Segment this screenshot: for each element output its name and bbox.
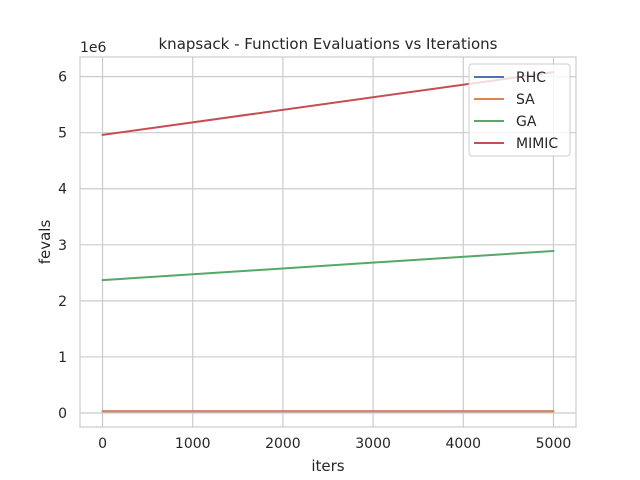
x-tick-label-3: 3000 xyxy=(355,436,391,452)
y-tick-label-6: 6 xyxy=(58,70,67,86)
y-tick-label-0: 0 xyxy=(58,406,67,422)
y-tick-label-1: 1 xyxy=(58,350,67,366)
y-tick-label-4: 4 xyxy=(58,182,67,198)
legend-label-sa: SA xyxy=(516,92,535,108)
y-tick-label-5: 5 xyxy=(58,126,67,142)
x-tick-labels: 0 1000 2000 3000 4000 5000 xyxy=(98,436,571,452)
x-tick-label-0: 0 xyxy=(98,436,107,452)
y-tick-labels: 0 1 2 3 4 5 6 xyxy=(58,70,67,422)
legend-box xyxy=(468,63,571,157)
x-axis-label: iters xyxy=(311,457,344,475)
plot-frame xyxy=(79,56,577,428)
chart-title: knapsack - Function Evaluations vs Itera… xyxy=(159,35,498,53)
series-line-ga xyxy=(101,249,555,282)
grid-lines xyxy=(80,57,576,427)
x-tick-label-4: 4000 xyxy=(445,436,481,452)
y-tick-label-3: 3 xyxy=(58,238,67,254)
legend-label-mimic: MIMIC xyxy=(516,136,558,152)
legend-label-ga: GA xyxy=(516,114,537,130)
legend-label-rhc: RHC xyxy=(516,70,546,86)
legend: RHC SA GA MIMIC xyxy=(468,63,571,157)
y-tick-label-2: 2 xyxy=(58,294,67,310)
y-scale-label: 1e6 xyxy=(80,40,107,56)
x-tick-label-1: 1000 xyxy=(175,436,211,452)
x-tick-label-2: 2000 xyxy=(265,436,301,452)
y-axis-label: fevals xyxy=(36,220,54,265)
x-tick-label-5: 5000 xyxy=(536,436,572,452)
